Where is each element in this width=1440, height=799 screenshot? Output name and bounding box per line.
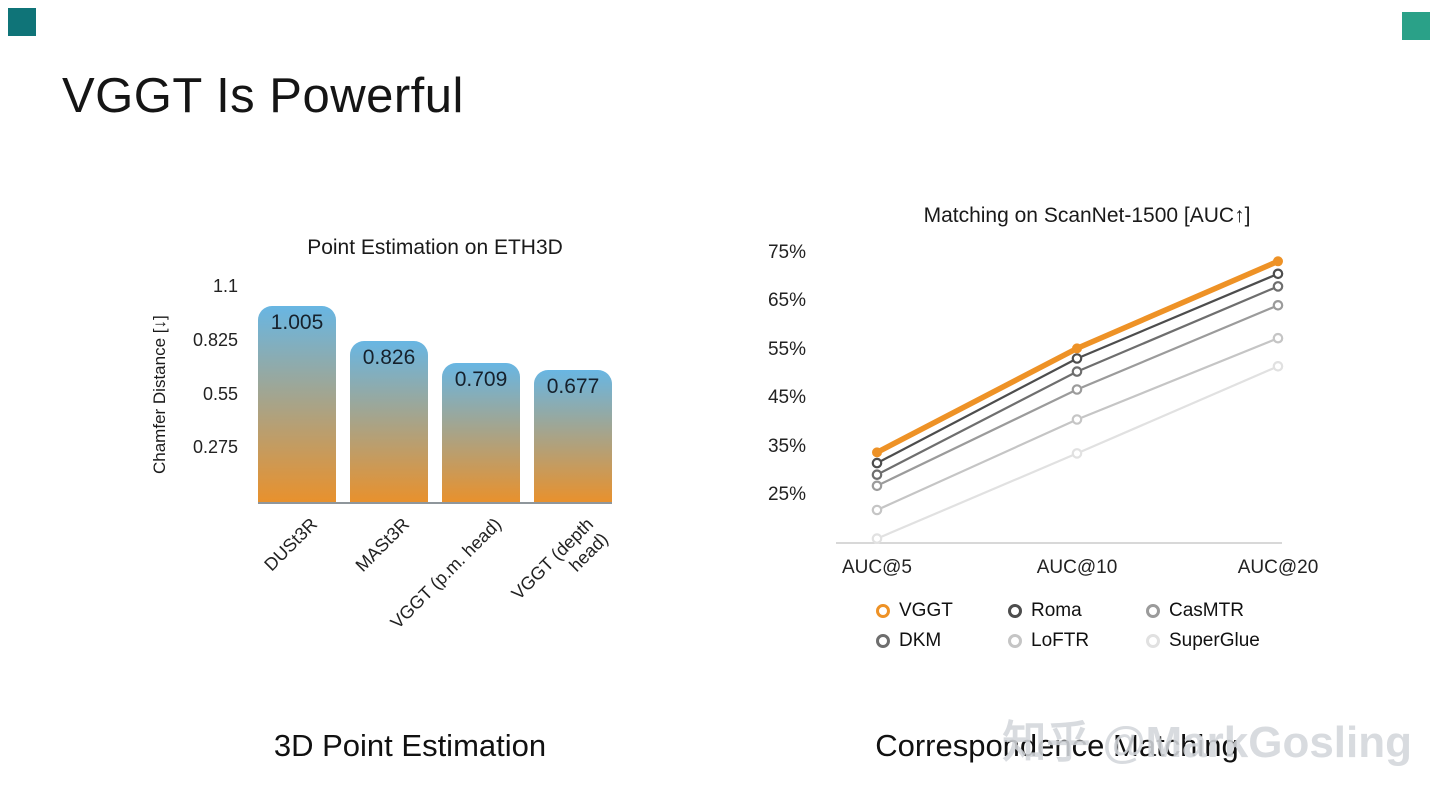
bar-chart-plot-area: 1.005 0.826 0.709 0.677 — [258, 287, 612, 504]
series-line-CasMTR — [875, 304, 1280, 487]
legend-item-SuperGlue: SuperGlue — [1146, 630, 1260, 652]
legend-item-VGGT: VGGT — [876, 600, 1008, 622]
line-ytick-55: 55% — [767, 338, 806, 360]
bar-chart-y-axis-label: Chamfer Distance [↓] — [150, 315, 169, 474]
legend-marker-SuperGlue — [1146, 634, 1160, 648]
series-marker-Roma — [871, 457, 883, 469]
series-marker-SuperGlue — [1272, 361, 1284, 372]
line-chart-plot-area — [836, 256, 1284, 544]
line-xlabel-AUC@10: AUC@10 — [1036, 557, 1118, 578]
legend-label-Roma: Roma — [1031, 600, 1082, 621]
bar-value-label: 0.677 — [546, 374, 600, 398]
legend-item-CasMTR: CasMTR — [1146, 600, 1260, 622]
legend-label-VGGT: VGGT — [899, 600, 953, 621]
legend-item-LoFTR: LoFTR — [1008, 630, 1146, 652]
bar-ytick-0.825: 0.825 — [192, 329, 238, 350]
legend-label-SuperGlue: SuperGlue — [1169, 630, 1260, 651]
line-chart-legend: VGGT Roma CasMTR DKM LoFTR SuperGlue — [876, 600, 1260, 652]
watermark: 知乎 @MarkGosling — [1002, 718, 1412, 767]
series-marker-SuperGlue — [871, 533, 883, 544]
caption-3d-point-estimation: 3D Point Estimation — [273, 728, 547, 763]
line-ytick-65: 65% — [767, 290, 806, 312]
bar-ytick-0.55: 0.55 — [202, 383, 238, 404]
series-marker-CasMTR — [871, 480, 883, 492]
slide-title: VGGT Is Powerful — [62, 69, 464, 123]
caption-correspondence-matching: Correspondence Matching — [875, 728, 1239, 763]
series-marker-DKM — [1071, 366, 1083, 377]
bar-chart-title: Point Estimation on ETH3D — [307, 236, 563, 259]
bar-ytick-0.275: 0.275 — [192, 437, 238, 458]
series-marker-CasMTR — [1071, 384, 1083, 395]
bar-DUSt3R: 1.005 — [258, 305, 336, 502]
legend-marker-CasMTR — [1146, 604, 1160, 618]
legend-marker-DKM — [876, 634, 890, 648]
legend-marker-VGGT — [876, 604, 890, 618]
series-marker-VGGT — [1273, 256, 1283, 267]
series-marker-SuperGlue — [1071, 448, 1083, 459]
line-ytick-35: 35% — [767, 435, 806, 457]
line-ytick-25: 25% — [767, 484, 806, 505]
series-marker-DKM — [871, 469, 883, 480]
bar-VGGT (depth head): 0.677 — [534, 369, 612, 502]
legend-marker-LoFTR — [1008, 634, 1022, 648]
series-marker-CasMTR — [1272, 300, 1284, 311]
bar-ytick-1.1: 1.1 — [212, 276, 238, 296]
legend-item-DKM: DKM — [876, 630, 1008, 652]
legend-marker-Roma — [1008, 604, 1022, 618]
bar-MASt3R: 0.826 — [350, 340, 428, 502]
series-marker-DKM — [1272, 281, 1284, 292]
series-marker-VGGT — [1072, 343, 1082, 354]
bar-value-label: 0.709 — [454, 368, 508, 392]
series-marker-LoFTR — [1071, 414, 1083, 425]
line-xlabel-AUC@5: AUC@5 — [842, 557, 912, 578]
corner-accent-left — [8, 8, 36, 36]
corner-accent-right — [1402, 12, 1430, 40]
series-marker-LoFTR — [1272, 332, 1284, 344]
legend-label-CasMTR: CasMTR — [1169, 600, 1244, 621]
line-ytick-75: 75% — [767, 242, 806, 263]
line-ytick-45: 45% — [767, 387, 806, 409]
series-line-DKM — [875, 285, 1280, 476]
line-chart-title: Matching on ScanNet-1500 [AUC↑] — [923, 204, 1251, 227]
bar-value-label: 0.826 — [362, 345, 416, 369]
series-marker-Roma — [1272, 268, 1284, 280]
legend-item-Roma: Roma — [1008, 600, 1146, 622]
line-xlabel-AUC@20: AUC@20 — [1237, 557, 1319, 578]
bar-value-label: 1.005 — [270, 310, 324, 334]
series-marker-Roma — [1071, 353, 1083, 364]
series-marker-LoFTR — [871, 504, 883, 516]
series-marker-VGGT — [872, 447, 882, 458]
bar-VGGT (p.m. head): 0.709 — [442, 363, 520, 502]
legend-label-LoFTR: LoFTR — [1031, 630, 1090, 651]
legend-label-DKM: DKM — [899, 630, 942, 651]
